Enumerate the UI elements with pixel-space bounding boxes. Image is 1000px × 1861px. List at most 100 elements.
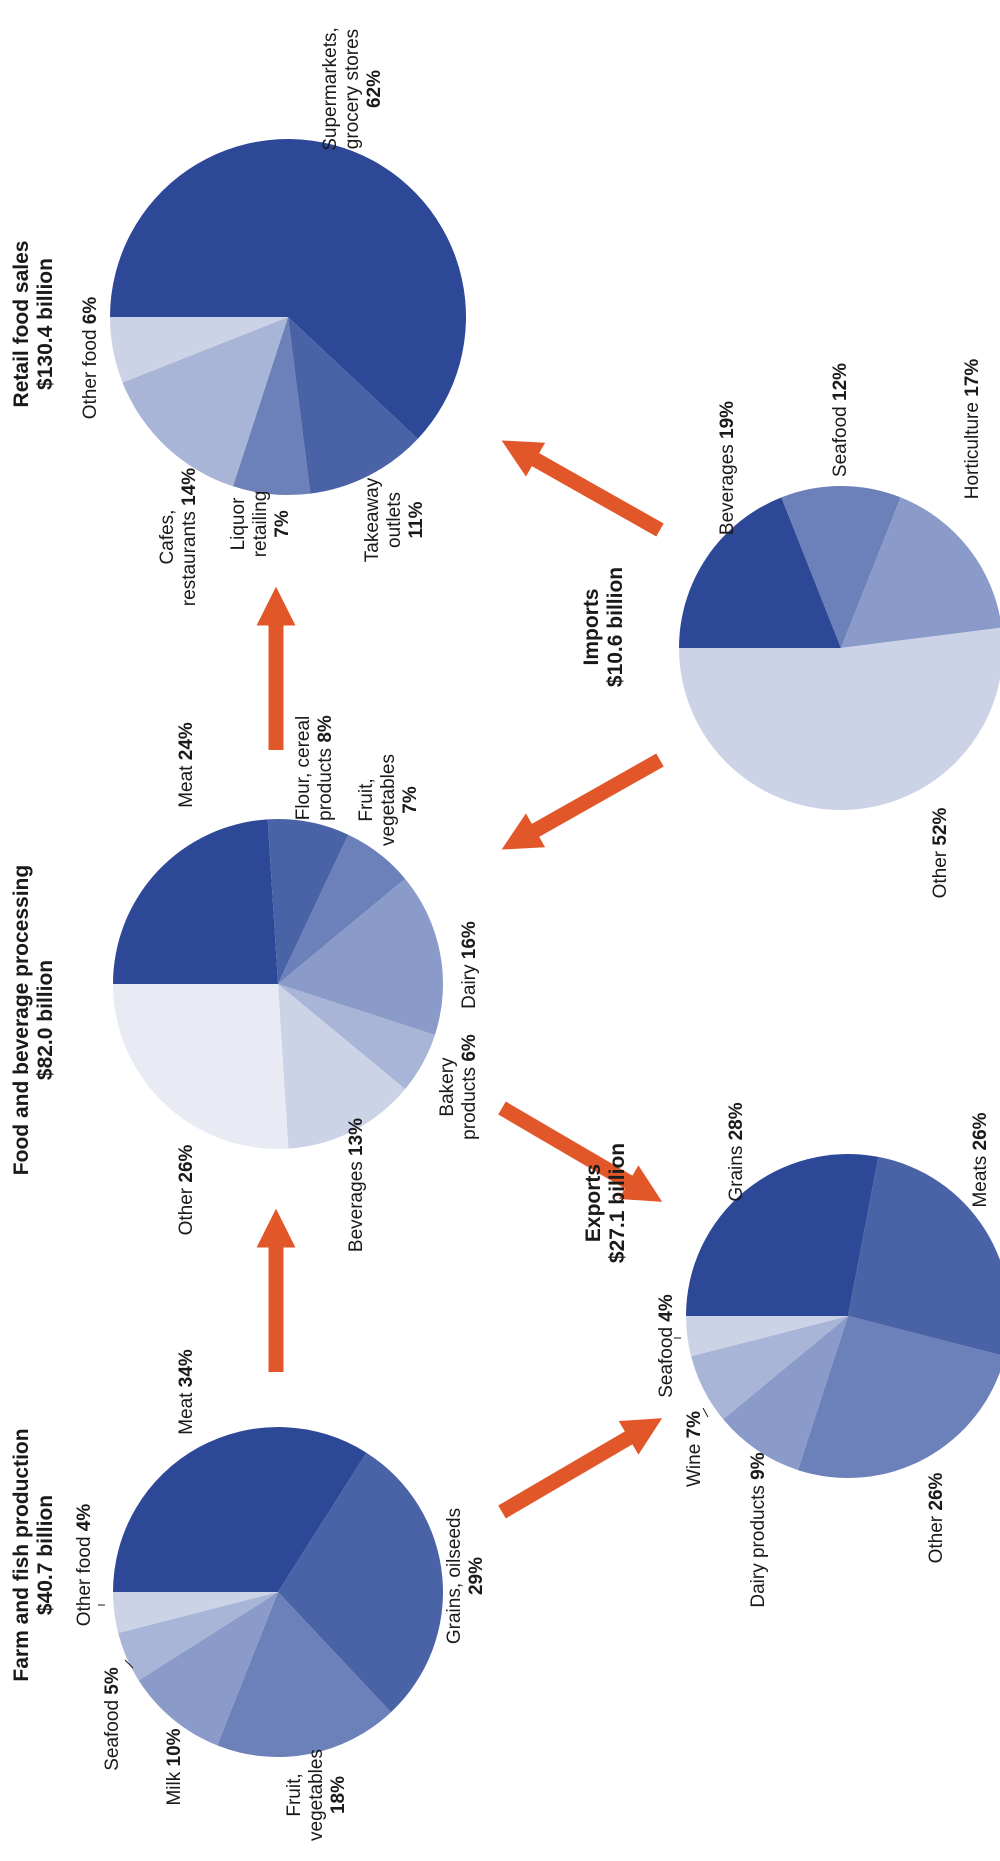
slice-label-farm-fruit-vegetables: Fruit,vegetables18% (284, 1749, 349, 1841)
arrow-imports-to-processing (501, 753, 664, 850)
slice-exports-dairy-products (723, 1316, 848, 1471)
chart-title-exports: Exports$27.1 billion (582, 1143, 629, 1263)
slice-label-processing-beverages: Beverages 13% (346, 1118, 367, 1252)
slice-processing-bakery-products (278, 984, 435, 1090)
slice-label-text: products (459, 1067, 480, 1140)
arrow-imports-to-retail (501, 440, 664, 537)
slice-farm-milk (138, 1592, 278, 1746)
slice-label-imports-other: Other 52% (930, 807, 951, 898)
leader-line-farm-seafood (124, 1659, 134, 1669)
slice-exports-meats (848, 1156, 1000, 1356)
slice-label-text: Liquor (228, 497, 249, 550)
slice-label-value: 26% (926, 1472, 947, 1515)
slice-processing-flour-cereal-products (267, 819, 349, 984)
slice-label-exports-grains: Grains 28% (726, 1102, 747, 1201)
slice-label-imports-horticulture: Horticulture 17% (962, 359, 983, 500)
slice-label-value: 19% (717, 401, 738, 444)
slice-label-value: 12% (830, 363, 851, 406)
slice-label-text: retailing (250, 491, 271, 558)
slice-label-farm-milk: Milk 10% (164, 1728, 185, 1805)
slice-retail-takeaway-outlets (288, 317, 418, 494)
chart-titles: Farm and fish production$40.7 billion Foo… (10, 241, 629, 1682)
slice-label-text: vegetables (306, 1749, 327, 1841)
slice-label-text: products (315, 748, 336, 821)
pie-imports (679, 486, 1000, 811)
slice-label-text: Beverages (717, 444, 738, 535)
slice-imports-other (679, 627, 1000, 811)
slice-label-text: Other (176, 1187, 197, 1235)
slice-exports-other (797, 1316, 1000, 1478)
slice-label-processing-flour-cereal-products: Flour, cerealproducts 8% (293, 715, 336, 821)
slice-farm-fruit-vegetables (217, 1592, 391, 1757)
slice-label-text: Fruit, (284, 1773, 305, 1816)
slice-label-text: restaurants (179, 511, 200, 606)
chart-subtitle-text: $10.6 billion (604, 567, 627, 687)
slice-label-processing-dairy: Dairy 16% (459, 921, 480, 1009)
slice-label-text: Seafood (102, 1700, 123, 1771)
slice-label-value: 10% (164, 1728, 185, 1771)
slice-label-text: Wine (684, 1444, 705, 1487)
slice-label-value: 13% (346, 1118, 367, 1161)
chart-subtitle-text: $40.7 billion (34, 1495, 57, 1615)
slice-label-value: 7% (272, 510, 293, 538)
slice-label-value: 52% (930, 807, 951, 850)
arrow-farm-to-exports (498, 1418, 663, 1519)
slice-label-text: Grains (726, 1146, 747, 1202)
slice-farm-meat (113, 1427, 367, 1592)
slice-label-value: 17% (962, 359, 983, 402)
slice-retail-cafes-restaurants (122, 317, 288, 487)
slice-label-text: Cafes, (157, 510, 178, 565)
slice-retail-other-food (110, 317, 288, 383)
slice-label-text: Beverages (346, 1161, 367, 1252)
slice-label-value: 8% (315, 715, 336, 748)
slice-label-value: 14% (179, 468, 200, 511)
slice-label-text: Horticulture (962, 402, 983, 499)
slice-farm-grains-oilseeds (278, 1452, 443, 1713)
slice-retail-supermarkets-grocery-stores (110, 139, 467, 439)
slice-label-retail-cafes-restaurants: Cafes,restaurants 14% (157, 468, 200, 606)
slice-exports-grains (686, 1153, 879, 1316)
slice-label-text: Dairy (459, 964, 480, 1009)
slice-label-text: Grains, oilseeds (444, 1508, 465, 1644)
slice-label-value: 7% (684, 1411, 705, 1444)
slice-imports-beverages (679, 497, 841, 648)
slice-label-farm-grains-oilseeds: Grains, oilseeds29% (444, 1508, 487, 1644)
slice-processing-dairy (278, 878, 443, 1035)
slice-label-value: 9% (748, 1452, 769, 1485)
chart-title-farm: Farm and fish production$40.7 billion (10, 1428, 57, 1681)
slice-label-text: Bakery (437, 1057, 458, 1117)
flow-arrows (256, 440, 664, 1519)
slice-label-retail-supermarkets-grocery-stores: Supermarkets,grocery stores62% (320, 27, 385, 151)
pie-farm (113, 1427, 443, 1757)
slice-label-value: 62% (364, 70, 385, 108)
pie-processing (113, 819, 443, 1149)
slice-label-value: 26% (176, 1144, 197, 1187)
slice-imports-seafood (781, 486, 901, 648)
slice-label-text: vegetables (378, 754, 399, 846)
slice-label-value: 26% (970, 1112, 991, 1155)
slice-label-processing-other: Other 26% (176, 1144, 197, 1235)
slice-processing-meat (113, 819, 278, 984)
slice-label-value: 5% (102, 1667, 123, 1700)
slice-exports-wine (691, 1316, 848, 1420)
slice-label-text: Meat (176, 765, 197, 808)
slice-label-text: Seafood (830, 406, 851, 477)
arrow-processing-to-exports (498, 1101, 663, 1202)
chart-title-text: Retail food sales (10, 241, 33, 408)
slice-label-text: Flour, cereal (293, 716, 314, 821)
slice-label-text: Seafood (656, 1327, 677, 1398)
slice-label-retail-takeaway-outlets: Takeawayoutlets11% (362, 477, 427, 562)
slice-imports-horticulture (841, 497, 1000, 648)
slice-label-value: 6% (80, 297, 101, 330)
chart-title-imports: Imports$10.6 billion (580, 567, 627, 687)
chart-subtitle-text: $130.4 billion (34, 258, 57, 390)
slice-label-text: Fruit, (356, 778, 377, 821)
slice-label-text: Other food (74, 1536, 95, 1626)
slice-label-value: 6% (459, 1034, 480, 1067)
slice-label-exports-dairy-products: Dairy products 9% (748, 1452, 769, 1607)
slice-label-exports-seafood: Seafood 4% (656, 1294, 677, 1398)
slice-label-value: 28% (726, 1102, 747, 1145)
pie-exports (686, 1153, 1000, 1478)
chart-title-processing: Food and beverage processing$82.0 billio… (10, 865, 57, 1175)
slice-labels: Meat 34%Grains, oilseeds29%Fruit,vegetab… (74, 27, 991, 1841)
